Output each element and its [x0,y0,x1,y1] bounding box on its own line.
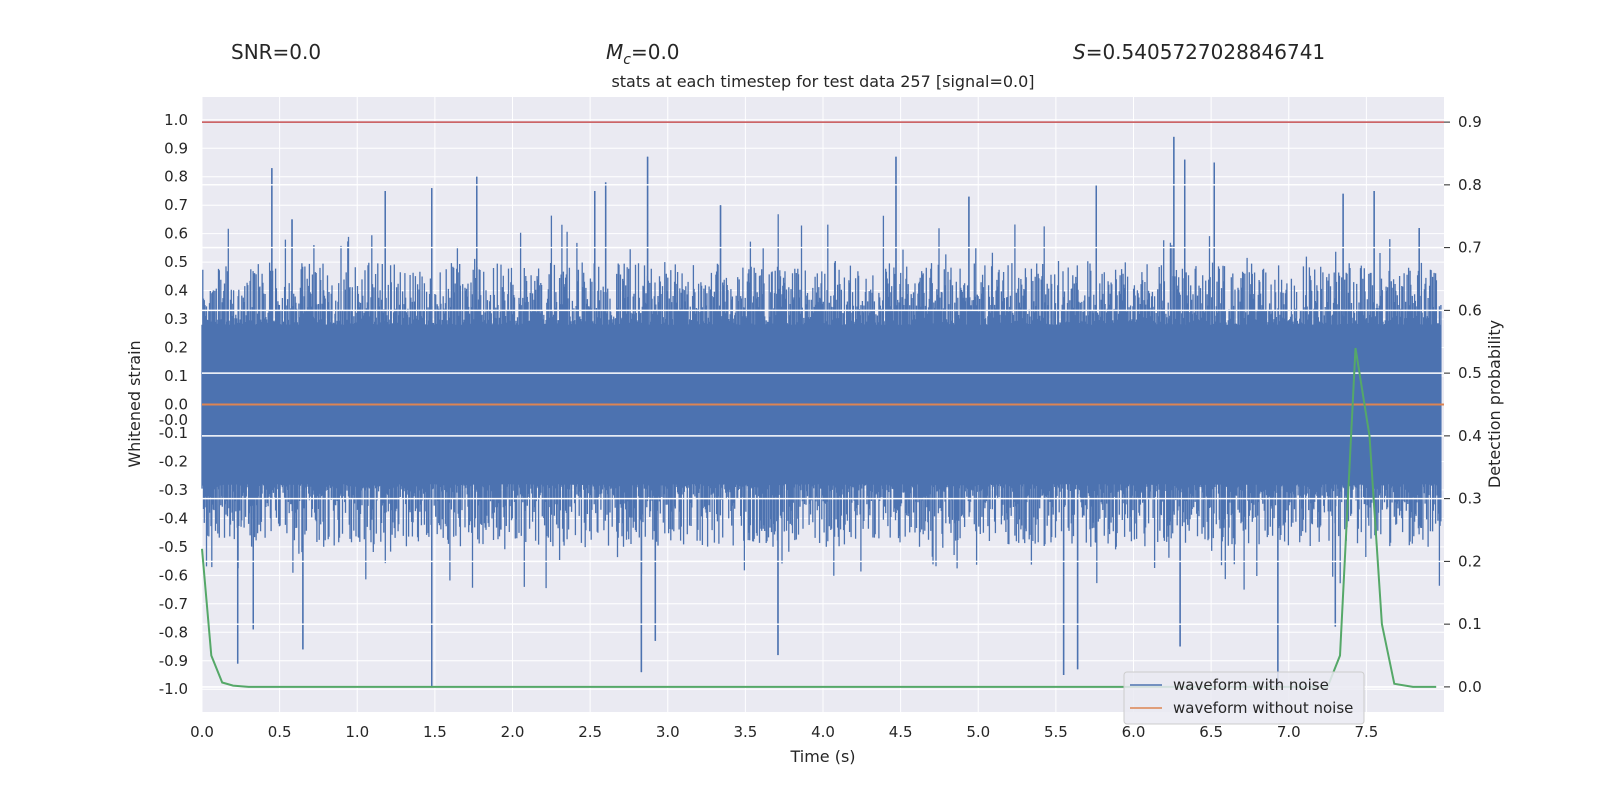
x-tick-label: 4.5 [889,723,913,741]
statistic-symbol: S [1073,40,1086,64]
y-tick-label: -0.4 [159,509,188,527]
y-tick-label: 0.0 [164,396,188,414]
statistic-value: =0.5405727028846741 [1085,40,1326,64]
x-tick-label: 3.5 [733,723,757,741]
chirp-mass-symbol: M [606,40,624,64]
y2-tick-label: 0.1 [1458,615,1482,633]
legend-label-noise: waveform with noise [1173,676,1329,694]
noise-trace [201,136,1442,687]
x-tick-label: 7.5 [1354,723,1378,741]
y-tick-label: 0.4 [164,282,188,300]
y2-axis-label: Detection probability [1485,320,1504,488]
chirp-mass-value: =0.0 [630,40,680,64]
series-lines [201,121,1444,688]
y2-tick-label: 0.0 [1458,678,1482,696]
y-tick-label: -0.1 [159,424,188,442]
y-tick-label: 0.9 [164,139,188,157]
legend: waveform with noise waveform without noi… [1123,671,1365,725]
y-tick-label: 0.3 [164,310,188,328]
chirp-mass-subscript: c [623,52,631,68]
y2-tick-label: 0.3 [1458,490,1482,508]
y-tick-label: 1.0 [164,111,188,129]
y-tick-label: 0.2 [164,339,188,357]
snr-label: SNR=0.0 [231,40,322,64]
statistic-label: S=0.5405727028846741 [1073,40,1325,64]
y-tick-label: 0.5 [164,253,188,271]
chirp-mass-label: Mc=0.0 [606,40,680,68]
x-tick-label: 6.0 [1122,723,1146,741]
y2-tick-label: 0.7 [1458,239,1482,257]
y-tick-label: -0.3 [159,481,188,499]
x-tick-label: 3.0 [656,723,680,741]
y2-tick-label: 0.4 [1458,427,1482,445]
x-tick-label: 0.5 [268,723,292,741]
x-tick-label: 5.5 [1044,723,1068,741]
chart-title: stats at each timestep for test data 257… [611,72,1034,91]
y-tick-label: 0.8 [164,168,188,186]
x-tick-label: 4.0 [811,723,835,741]
y2-tick-label: 0.6 [1458,301,1482,319]
y-axis-left: 1.00.90.80.70.60.50.40.30.20.10.0-0.0-0.… [159,111,188,698]
y-tick-label: -0.9 [159,652,188,670]
x-axis-label: Time (s) [789,747,855,766]
y-tick-label: -0.7 [159,595,188,613]
x-tick-label: 0.0 [190,723,214,741]
y-tick-label: -0.6 [159,566,188,584]
y2-tick-label: 0.9 [1458,113,1482,131]
x-tick-label: 5.0 [966,723,990,741]
y-tick-label: -0.0 [159,411,188,429]
series-waveform-with-noise [201,136,1442,687]
y-axis-label: Whitened strain [125,340,144,467]
y-axis-right: 0.9 0.8 0.7 0.6 0.5 0.4 0.3 0.2 0.1 0.0 [1444,113,1482,696]
x-tick-label: 2.0 [501,723,525,741]
y-tick-label: -0.5 [159,538,188,556]
y-tick-label: 0.6 [164,225,188,243]
y2-tick-label: 0.2 [1458,552,1482,570]
y-tick-label: -1.0 [159,680,188,698]
x-tick-label: 1.0 [345,723,369,741]
x-tick-label: 6.5 [1199,723,1223,741]
x-tick-label: 7.0 [1277,723,1301,741]
y-tick-label: -0.2 [159,452,188,470]
x-tick-label: 2.5 [578,723,602,741]
y-tick-label: 0.1 [164,367,188,385]
legend-box [1123,671,1365,725]
y-tick-label: 0.7 [164,196,188,214]
x-tick-label: 1.5 [423,723,447,741]
y-tick-label: -0.8 [159,623,188,641]
legend-label-clean: waveform without noise [1173,699,1353,717]
y2-tick-label: 0.8 [1458,176,1482,194]
y2-tick-label: 0.5 [1458,364,1482,382]
x-axis: 0.0 0.5 1.0 1.5 2.0 2.5 3.0 3.5 4.0 4.5 5.0 5.5 6.0 6… [190,723,1378,741]
